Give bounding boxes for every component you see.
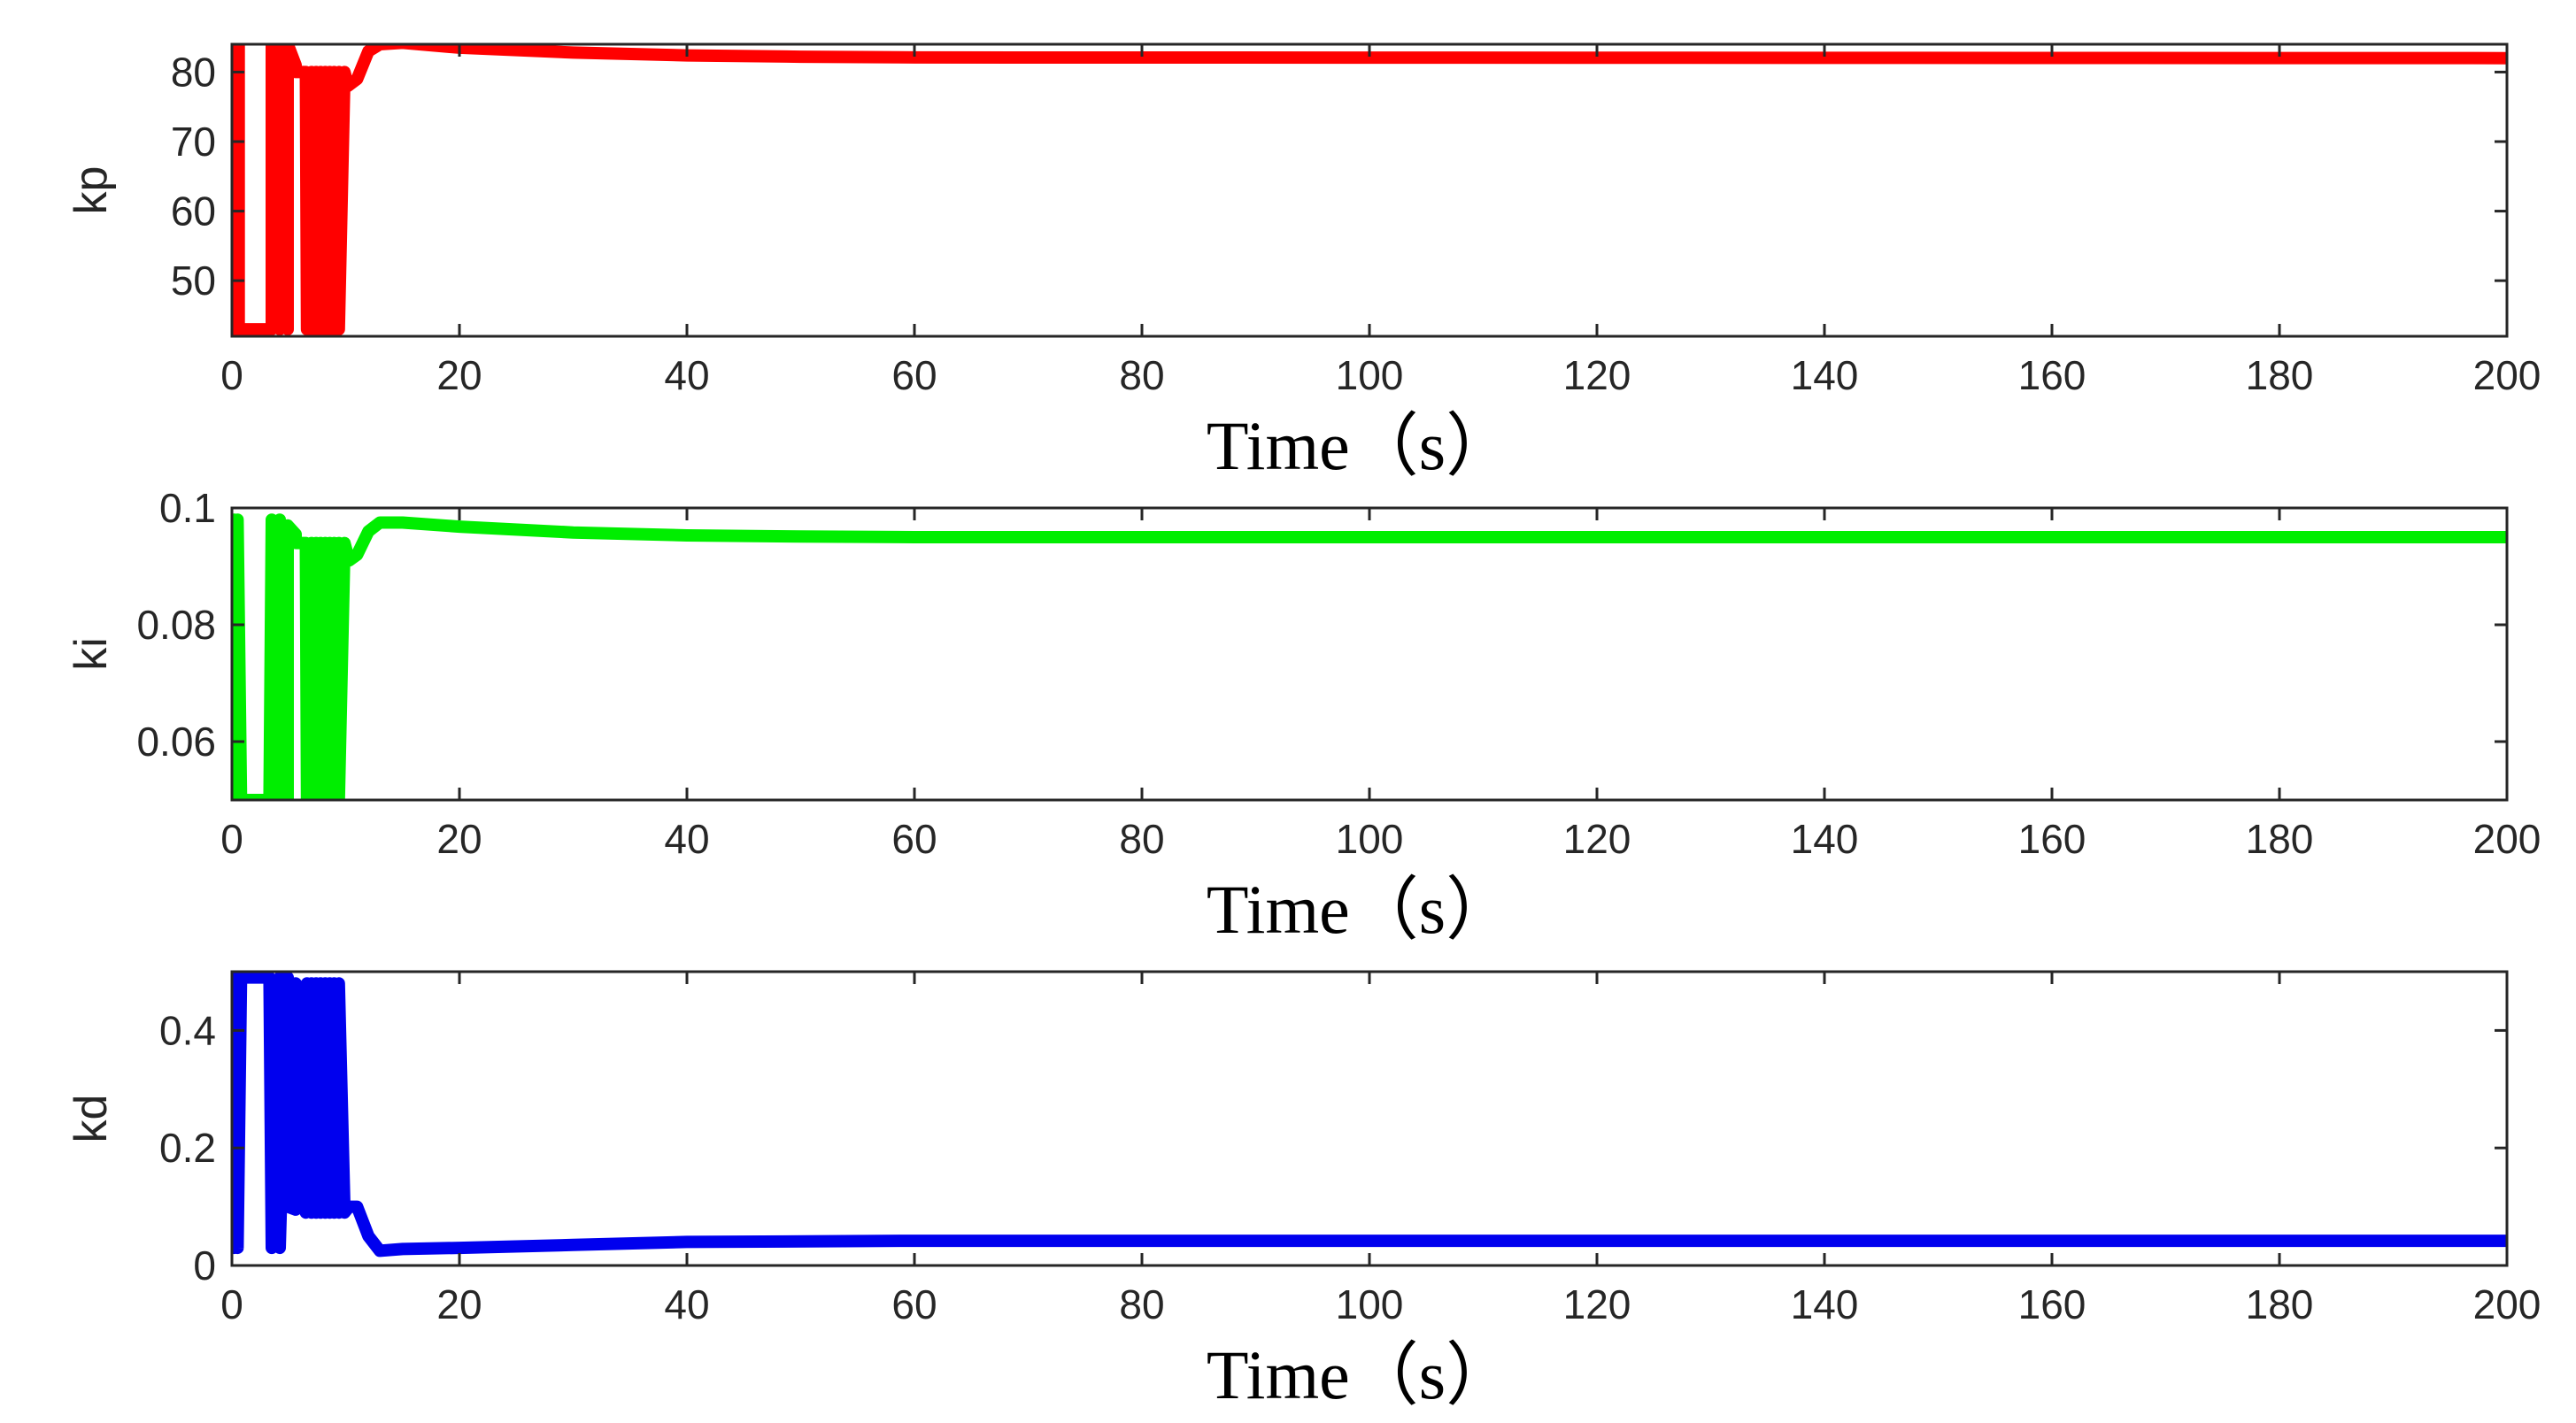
y-tick-label: 0	[193, 1242, 216, 1288]
x-tick-label: 40	[664, 1281, 709, 1327]
x-tick-label: 20	[436, 816, 482, 862]
x-tick-label: 160	[2018, 352, 2086, 398]
x-tick-label: 140	[1791, 1281, 1859, 1327]
axes-frame	[230, 970, 2509, 1267]
x-tick-label: 20	[436, 1281, 482, 1327]
x-tick-label: 100	[1336, 816, 1404, 862]
y-tick-label: 0.4	[159, 1007, 216, 1053]
x-tick-label: 140	[1791, 352, 1859, 398]
subplot-kd: 0 20 40 60 80 100 120 140 160 180 200 0 0.2 0.4 kd Time…	[66, 970, 2541, 1413]
x-axis-label: Time（s）	[1207, 407, 1515, 484]
x-tick-label: 60	[891, 352, 937, 398]
y-axis-label: kd	[66, 1095, 117, 1143]
x-axis-label: Time（s）	[1207, 1336, 1515, 1413]
x-axis-label: Time（s）	[1207, 871, 1515, 948]
x-tick-label: 160	[2018, 1281, 2086, 1327]
y-tick-label: 50	[171, 258, 216, 304]
axes-frame	[230, 506, 2509, 802]
x-tick-label: 40	[664, 352, 709, 398]
x-tick-label: 120	[1563, 352, 1631, 398]
y-axis-label: kp	[66, 166, 117, 215]
x-tick-label: 140	[1791, 816, 1859, 862]
x-tick-label: 0	[220, 816, 243, 862]
x-tick-label: 0	[220, 352, 243, 398]
x-tick-label: 200	[2473, 352, 2541, 398]
y-tick-label: 0.2	[159, 1125, 216, 1171]
x-tick-label: 80	[1119, 352, 1164, 398]
x-tick-label: 200	[2473, 1281, 2541, 1327]
x-tick-label: 200	[2473, 816, 2541, 862]
ki-series-line	[232, 513, 2507, 800]
x-tick-label: 20	[436, 352, 482, 398]
x-tick-label: 0	[220, 1281, 243, 1327]
y-tick-label: 70	[171, 119, 216, 165]
subplot-ki: 0 20 40 60 80 100 120 140 160 180 200 0.06 0.08 0.1 ki…	[66, 485, 2541, 948]
x-tick-label: 180	[2246, 352, 2314, 398]
y-tick-label: 0.1	[159, 485, 216, 531]
x-tick-label: 100	[1336, 352, 1404, 398]
y-tick-label: 80	[171, 49, 216, 95]
x-tick-label: 120	[1563, 1281, 1631, 1327]
axes-frame	[230, 42, 2509, 338]
kd-series-line	[232, 972, 2507, 1258]
subplot-kp: 0 20 40 60 80 100 120 140 160 180 200 50 60 70 80 kp Tim…	[66, 42, 2541, 484]
x-tick-label: 100	[1336, 1281, 1404, 1327]
x-tick-label: 180	[2246, 816, 2314, 862]
x-tick-label: 80	[1119, 816, 1164, 862]
x-tick-label: 160	[2018, 816, 2086, 862]
x-tick-label: 80	[1119, 1281, 1164, 1327]
x-tick-label: 60	[891, 816, 937, 862]
x-tick-label: 120	[1563, 816, 1631, 862]
x-tick-label: 40	[664, 816, 709, 862]
kp-series-line	[232, 44, 2507, 336]
y-tick-label: 0.08	[136, 602, 216, 648]
x-tick-label: 60	[891, 1281, 937, 1327]
y-axis-label: ki	[66, 637, 117, 671]
y-tick-label: 0.06	[136, 719, 216, 765]
x-tick-label: 180	[2246, 1281, 2314, 1327]
y-tick-label: 60	[171, 188, 216, 235]
